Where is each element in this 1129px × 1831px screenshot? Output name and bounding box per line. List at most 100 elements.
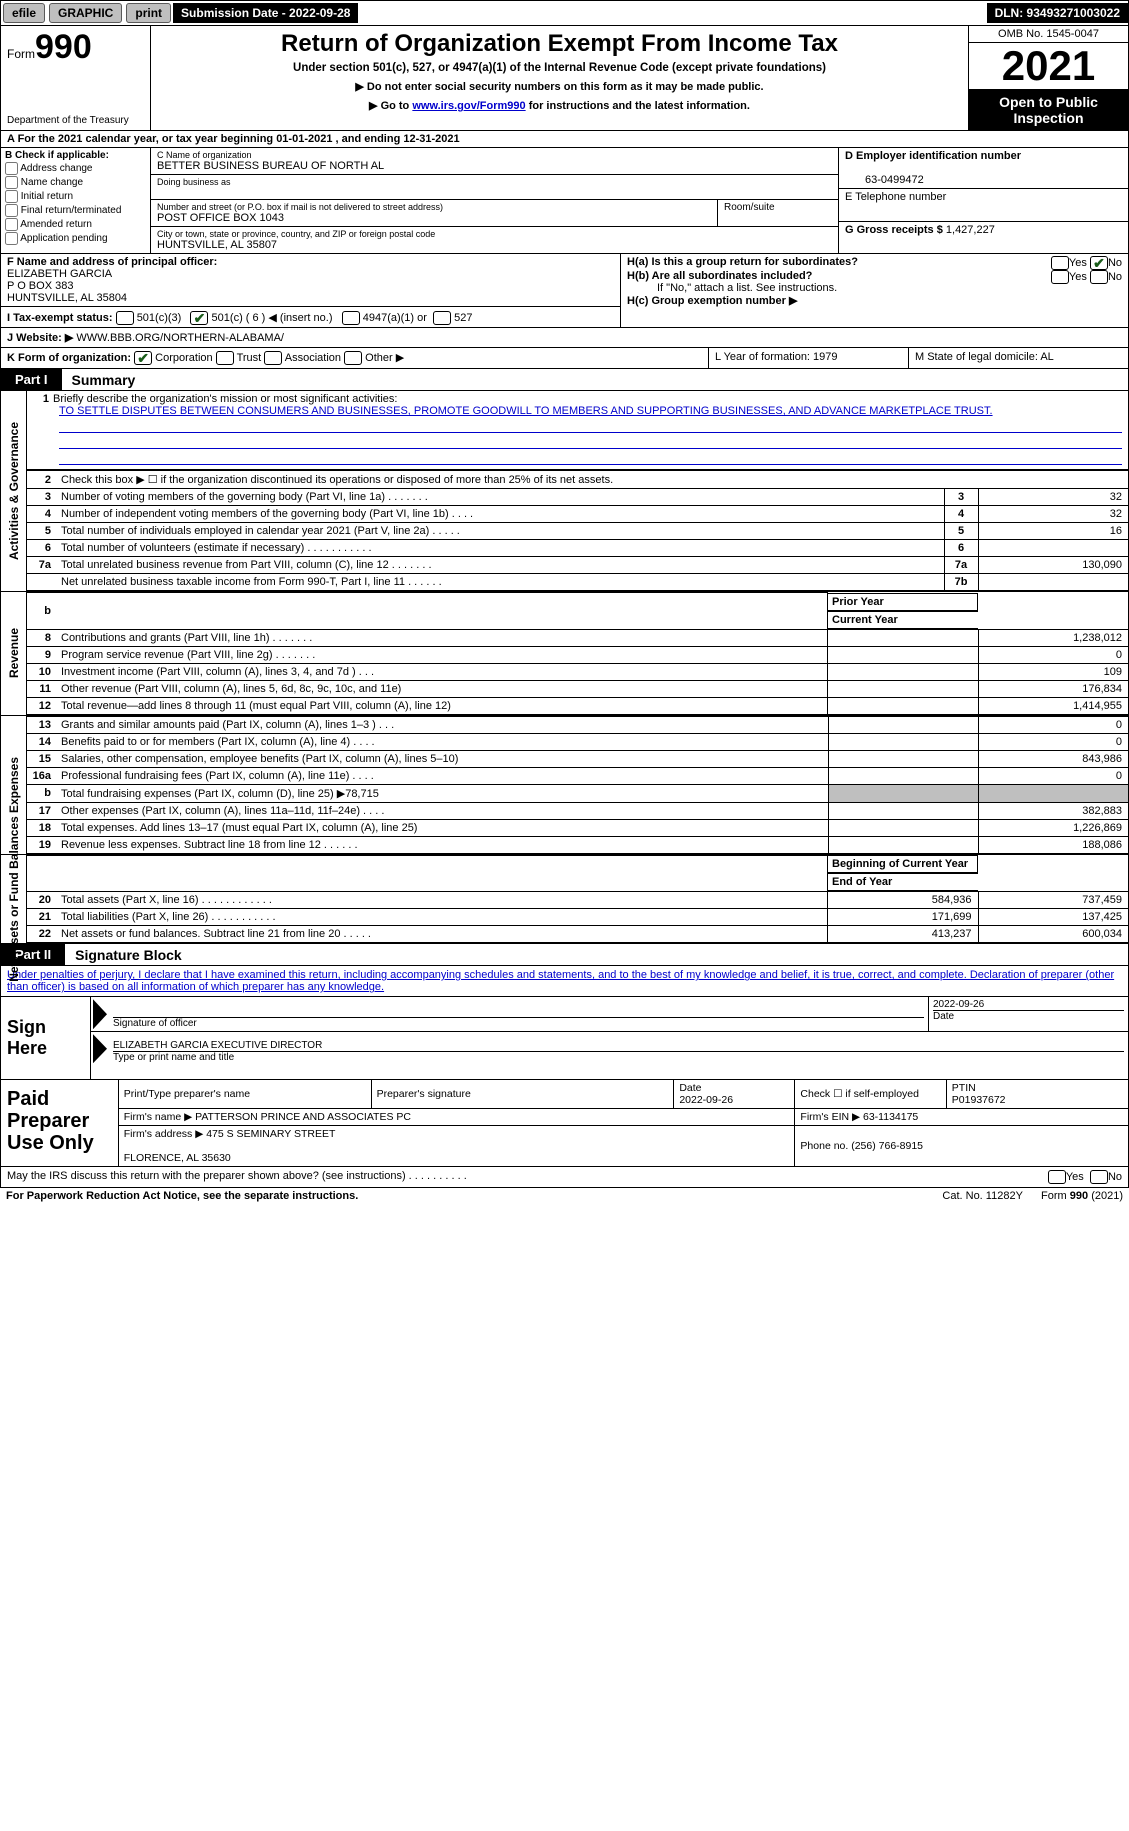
prep-hdr-3: Check ☐ if self-employed [795, 1080, 946, 1109]
vtab-activities: Activities & Governance [7, 422, 21, 560]
sig-name-label: Type or print name and title [113, 1051, 1124, 1063]
prep-hdr-0: Print/Type preparer's name [119, 1080, 371, 1109]
line-17: 17Other expenses (Part IX, column (A), l… [27, 802, 1128, 819]
mission-block: 1Briefly describe the organization's mis… [27, 391, 1128, 470]
vtab-expenses: Expenses [7, 757, 21, 813]
prep-hdr-1: Preparer's signature [371, 1080, 674, 1109]
gross-receipts: G Gross receipts $ 1,427,227 [839, 222, 1128, 254]
chk-527[interactable] [433, 311, 451, 325]
open-to-public: Open to Public Inspection [969, 90, 1128, 130]
prep-hdr-2: Date2022-09-26 [674, 1080, 795, 1109]
pra-notice: For Paperwork Reduction Act Notice, see … [6, 1190, 358, 1202]
ein-label: D Employer identification number [845, 150, 1021, 162]
chk-501c3[interactable] [116, 311, 134, 325]
submission-date: Submission Date - 2022-09-28 [173, 3, 358, 23]
line-2: 2Check this box ▶ ☐ if the organization … [27, 471, 1128, 489]
checkbox-initial-return[interactable]: Initial return [5, 190, 146, 203]
omb-number: OMB No. 1545-0047 [969, 26, 1128, 43]
room-suite: Room/suite [718, 200, 838, 226]
line-4: 4Number of independent voting members of… [27, 506, 1128, 523]
footer-discuss: May the IRS discuss this return with the… [0, 1167, 1129, 1188]
block-d: D Employer identification number 63-0499… [838, 148, 1128, 253]
line-15: 15Salaries, other compensation, employee… [27, 750, 1128, 767]
hb-note: If "No," attach a list. See instructions… [627, 282, 1122, 294]
discuss-yes[interactable] [1048, 1170, 1066, 1184]
line-18: 18Total expenses. Add lines 13–17 (must … [27, 819, 1128, 836]
ha-yes[interactable] [1051, 256, 1069, 270]
line-5: 5Total number of individuals employed in… [27, 523, 1128, 540]
line-14: 14Benefits paid to or for members (Part … [27, 733, 1128, 750]
vtab-net: Net Assets or Fund Balances [7, 816, 21, 982]
line-22: 22Net assets or fund balances. Subtract … [27, 926, 1128, 943]
firm-name: PATTERSON PRINCE AND ASSOCIATES PC [195, 1111, 411, 1123]
k-assoc[interactable] [264, 351, 282, 365]
section-revenue: Revenue bPrior YearCurrent Year8Contribu… [0, 592, 1129, 716]
sig-date-label: Date [933, 1010, 1124, 1022]
efile-button[interactable]: efile [3, 3, 45, 23]
tax-year: 2021 [969, 43, 1128, 90]
address: POST OFFICE BOX 1043 [157, 212, 711, 224]
tax-exempt-status: I Tax-exempt status: 501(c)(3) ✔ 501(c) … [7, 311, 614, 325]
form-990-footer: 990 [1070, 1190, 1088, 1202]
net-assets-table: Beginning of Current YearEnd of Year20To… [27, 855, 1128, 944]
chk-501c[interactable]: ✔ [190, 311, 208, 325]
checkbox-application-pending[interactable]: Application pending [5, 232, 146, 245]
checkbox-final-return-terminated[interactable]: Final return/terminated [5, 204, 146, 217]
hb-yes[interactable] [1051, 270, 1069, 284]
sig-date-value: 2022-09-26 [933, 999, 1124, 1010]
k-trust[interactable] [216, 351, 234, 365]
cat-no: Cat. No. 11282Y [942, 1190, 1022, 1202]
line-7a: 7aTotal unrelated business revenue from … [27, 557, 1128, 574]
section-activities: Activities & Governance 1Briefly describ… [0, 391, 1129, 592]
header-sub2: ▶ Do not enter social security numbers o… [157, 80, 962, 93]
graphic-button[interactable]: GRAPHIC [49, 3, 122, 23]
line-7b: Net unrelated business taxable income fr… [27, 574, 1128, 591]
line-12: 12Total revenue—add lines 8 through 11 (… [27, 697, 1128, 714]
ha-no[interactable]: ✔ [1090, 256, 1108, 270]
part1-tag: Part I [1, 369, 62, 390]
header-sub3: ▶ Go to www.irs.gov/Form990 for instruct… [157, 99, 962, 112]
checkbox-amended-return[interactable]: Amended return [5, 218, 146, 231]
row-k-form-org: K Form of organization: ✔ Corporation Tr… [0, 348, 1129, 369]
line-16a: 16aProfessional fundraising fees (Part I… [27, 767, 1128, 784]
sign-here-block: Sign Here Signature of officer 2022-09-2… [0, 997, 1129, 1080]
block-c-org-info: C Name of organization BETTER BUSINESS B… [151, 148, 838, 253]
prep-hdr-4: PTINP01937672 [946, 1080, 1128, 1109]
firm-ein: Firm's EIN ▶ 63-1134175 [795, 1109, 1128, 1126]
hb-no[interactable] [1090, 270, 1108, 284]
dept-treasury: Department of the Treasury Internal Reve… [7, 115, 144, 128]
section-expenses: Expenses 13Grants and similar amounts pa… [0, 716, 1129, 855]
k-other[interactable] [344, 351, 362, 365]
line-19: 19Revenue less expenses. Subtract line 1… [27, 836, 1128, 853]
city-state-zip: HUNTSVILLE, AL 35807 [157, 239, 832, 251]
k-corp[interactable]: ✔ [134, 351, 152, 365]
city-label: City or town, state or province, country… [157, 229, 832, 239]
topbar: efile GRAPHIC print Submission Date - 20… [0, 0, 1129, 26]
mission-text: TO SETTLE DISPUTES BETWEEN CONSUMERS AND… [33, 405, 993, 417]
line-3: 3Number of voting members of the governi… [27, 489, 1128, 506]
expenses-table: 13Grants and similar amounts paid (Part … [27, 716, 1128, 854]
dba-label: Doing business as [157, 177, 832, 187]
officer-name-addr: ELIZABETH GARCIAP O BOX 383HUNTSVILLE, A… [7, 268, 127, 304]
org-name-label: C Name of organization [157, 150, 832, 160]
line-b: bTotal fundraising expenses (Part IX, co… [27, 784, 1128, 802]
l-year-formation: L Year of formation: 1979 [708, 348, 908, 368]
arrow-icon [93, 999, 107, 1029]
line-6: 6Total number of volunteers (estimate if… [27, 540, 1128, 557]
revenue-table: bPrior YearCurrent Year8Contributions an… [27, 592, 1128, 715]
sig-officer-label: Signature of officer [113, 1017, 924, 1029]
discuss-no[interactable] [1090, 1170, 1108, 1184]
chk-4947[interactable] [342, 311, 360, 325]
checkbox-name-change[interactable]: Name change [5, 176, 146, 189]
line-13: 13Grants and similar amounts paid (Part … [27, 716, 1128, 733]
print-button[interactable]: print [126, 3, 171, 23]
org-name: BETTER BUSINESS BUREAU OF NORTH AL [157, 160, 832, 172]
row-j-website: J Website: ▶ WWW.BBB.ORG/NORTHERN-ALABAM… [0, 328, 1129, 348]
footer-bottom: For Paperwork Reduction Act Notice, see … [0, 1188, 1129, 1204]
irs-link[interactable]: www.irs.gov/Form990 [412, 100, 525, 112]
sign-here-label: Sign Here [1, 997, 91, 1079]
vtab-revenue: Revenue [7, 628, 21, 678]
officer-label: F Name and address of principal officer: [7, 256, 217, 268]
ha-group-return: H(a) Is this a group return for subordin… [627, 256, 1122, 268]
checkbox-address-change[interactable]: Address change [5, 162, 146, 175]
